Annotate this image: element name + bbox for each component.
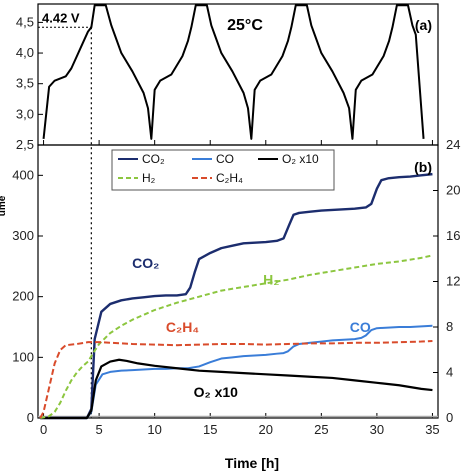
series-label: O₂ x10 bbox=[194, 384, 239, 400]
series-line bbox=[40, 324, 433, 419]
y2-tick-label: 8 bbox=[446, 319, 453, 334]
panel-b-label: (b) bbox=[414, 159, 432, 175]
x-tick-label: 0 bbox=[40, 422, 47, 437]
y2-tick-label: 0 bbox=[446, 410, 453, 425]
voltage-annotation: 4.42 V bbox=[42, 10, 80, 25]
x-tick-label: 10 bbox=[147, 422, 161, 437]
legend-entry: CO₂ bbox=[142, 152, 165, 166]
y2-tick-label: 4 bbox=[446, 365, 453, 380]
x-tick-label: 35 bbox=[425, 422, 439, 437]
panel-a-y-tick-label: 4,5 bbox=[16, 14, 34, 29]
panel-a-y-tick-label: 3,0 bbox=[16, 106, 34, 121]
x-tick-label: 5 bbox=[95, 422, 102, 437]
y2-tick-label: 20 bbox=[446, 183, 460, 198]
y2-tick-label: 16 bbox=[446, 228, 460, 243]
x-tick-label: 15 bbox=[203, 422, 217, 437]
x-tick-label: 20 bbox=[259, 422, 273, 437]
panel-a-label: (a) bbox=[415, 17, 432, 33]
legend-entry: C₂H₄ bbox=[216, 171, 243, 185]
y-tick-label: 100 bbox=[12, 349, 34, 364]
panel-b-plot bbox=[39, 172, 433, 420]
panel-b-axes: 0 5 10 15 20 25 30 35 0 100 200 300 400 0 4 8 12 16 20 24 bbox=[12, 27, 460, 437]
series-line bbox=[40, 172, 433, 420]
y-tick-label: 300 bbox=[12, 228, 34, 243]
voltage-curve bbox=[42, 4, 425, 140]
panel-b-series-labels: CO₂ H₂ C₂H₄ CO O₂ x10 bbox=[132, 255, 371, 400]
y2-tick-label: 12 bbox=[446, 274, 460, 289]
legend-entry: H₂ bbox=[142, 171, 156, 185]
panel-a-y-tick-label: 2,5 bbox=[16, 137, 34, 152]
x-tick-label: 30 bbox=[370, 422, 384, 437]
y-tick-label: 200 bbox=[12, 289, 34, 304]
x-axis-title: Time [h] bbox=[225, 455, 279, 471]
series-label: CO₂ bbox=[132, 255, 159, 271]
series-line bbox=[39, 339, 433, 419]
legend: CO₂ CO O₂ x10 H₂ C₂H₄ bbox=[111, 149, 335, 191]
y-tick-label: 0 bbox=[27, 410, 34, 425]
series-line bbox=[40, 254, 433, 419]
legend-items: CO₂ CO O₂ x10 H₂ C₂H₄ bbox=[118, 152, 319, 185]
panel-a-y-tick-label: 4,0 bbox=[16, 45, 34, 60]
series-line bbox=[40, 358, 433, 420]
series-label: H₂ bbox=[263, 272, 279, 288]
series-label: CO bbox=[350, 319, 371, 335]
y-tick-label: 400 bbox=[12, 167, 34, 182]
legend-entry: CO bbox=[216, 152, 234, 166]
panel-a-temperature-title: 25°C bbox=[227, 17, 263, 34]
y2-tick-label: 24 bbox=[446, 137, 460, 152]
legend-entry: O₂ x10 bbox=[282, 152, 319, 166]
panel-a-y-tick-label: 3,5 bbox=[16, 76, 34, 91]
panel-a-plot bbox=[38, 4, 425, 140]
legend-box bbox=[111, 149, 335, 191]
y-axis-title: ume bbox=[0, 195, 8, 216]
series-label: C₂H₄ bbox=[166, 319, 199, 335]
panel-a-y-axis: 2,5 3,0 3,5 4,0 4,5 bbox=[16, 14, 43, 152]
x-tick-label: 25 bbox=[314, 422, 328, 437]
